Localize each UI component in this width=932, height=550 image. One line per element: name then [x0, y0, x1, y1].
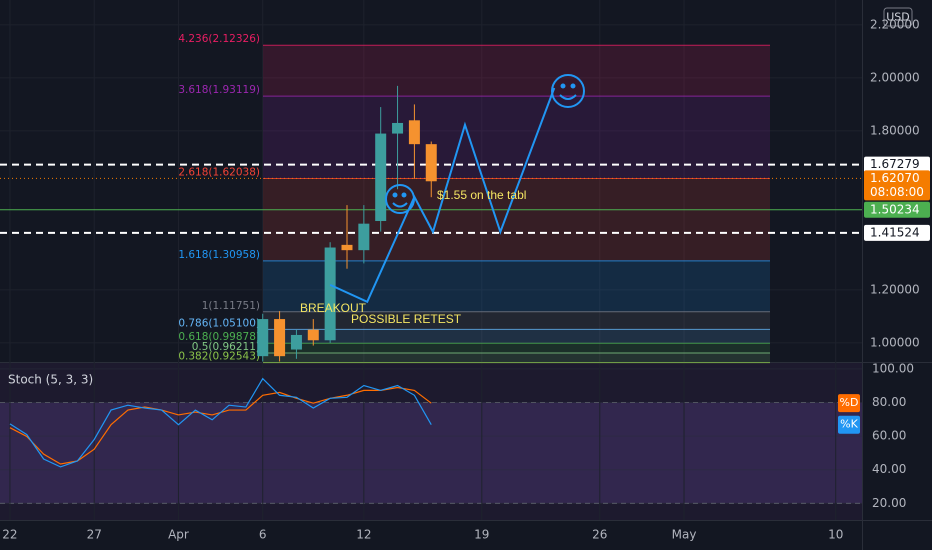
- price-tag: [864, 156, 930, 173]
- fib-band: [263, 260, 770, 312]
- y-tick-label: 80.00: [872, 395, 906, 409]
- legend-tag: [838, 394, 860, 413]
- fib-label: 0.786(1.05100): [178, 317, 260, 329]
- price-tag-label: 1.41524: [870, 225, 920, 239]
- candle-body: [274, 319, 286, 357]
- price-tag-label: 1.62070: [870, 171, 920, 185]
- candle-body: [358, 223, 370, 251]
- fib-band: [263, 96, 770, 179]
- candle-body: [375, 133, 387, 222]
- fib-label: 1(1.11751): [202, 300, 260, 312]
- y-tick-label: 40.00: [872, 462, 906, 476]
- x-tick-label: Apr: [168, 528, 189, 542]
- y-tick-label: 20.00: [872, 496, 906, 510]
- annotation: $1.55 on the tabl: [437, 188, 526, 202]
- fib-label: 0.618(0.99878): [178, 331, 260, 343]
- fib-label: 0.5(0.96211): [192, 341, 260, 353]
- indicator-title: Stoch (5, 3, 3): [8, 373, 93, 387]
- candle-body: [307, 329, 319, 341]
- candle-body: [324, 247, 336, 341]
- fib-label: 2.618(1.62038): [178, 167, 260, 179]
- stoch-background: [0, 363, 862, 520]
- fib-label: 3.618(1.93119): [178, 84, 260, 96]
- legend-label: %K: [840, 418, 858, 431]
- y-tick-label: 60.00: [872, 429, 906, 443]
- price-tag-label: 1.50234: [870, 202, 920, 216]
- main-layer: 4.236(2.12326) 3.618(1.93119) 2.618(1.6203…: [0, 0, 862, 520]
- x-tick-label: 22: [2, 528, 17, 542]
- x-tick-label: 19: [474, 528, 489, 542]
- projection-line: [329, 87, 556, 304]
- candle-body: [392, 122, 404, 134]
- overlay-layer: BREAKOUT POSSIBLE RETEST $1.55 on the ta…: [8, 7, 913, 387]
- level-band: [0, 402, 862, 504]
- annotation: POSSIBLE RETEST: [351, 312, 462, 326]
- currency[interactable]: USD: [886, 11, 910, 24]
- price-tag: [864, 201, 930, 218]
- y-tick-label: 1.00000: [870, 335, 920, 349]
- y-tick-label: 1.80000: [870, 123, 920, 137]
- x-tick-label: 10: [828, 528, 843, 542]
- y-tick-label: 2.20000: [870, 17, 920, 31]
- candle-body: [408, 120, 420, 145]
- y-tick-label: 1.20000: [870, 282, 920, 296]
- fib-band: [263, 45, 770, 97]
- smiley: [385, 184, 415, 214]
- fib-label: 0.382(0.92543): [178, 351, 260, 363]
- price-tag: [864, 170, 930, 201]
- x-tick-label: 26: [592, 528, 607, 542]
- price-tag-label: 1.67279: [870, 157, 920, 171]
- x-tick-label: 27: [87, 528, 102, 542]
- fib-band: [263, 329, 770, 344]
- candle-body: [257, 319, 269, 357]
- smiley: [551, 74, 585, 108]
- x-tick-label: 6: [259, 528, 267, 542]
- x-tick-label: May: [672, 528, 697, 542]
- fib-band: [263, 343, 770, 353]
- candle-body: [425, 144, 437, 182]
- legend-label: %D: [840, 396, 859, 409]
- candle-body: [341, 244, 353, 251]
- axis-layer: 20.00 40.00 60.00 80.00 100.00 22 27 Apr 6 12 19 26…: [2, 17, 930, 542]
- fib-label: 4.236(2.12326): [178, 33, 260, 45]
- legend-tag: [838, 415, 860, 434]
- fib-band: [263, 352, 770, 363]
- fib-label: 1.618(1.30958): [178, 249, 260, 261]
- price-tag: [864, 224, 930, 241]
- y-tick-label: 100.00: [872, 361, 914, 375]
- fib-band: [263, 311, 770, 330]
- y-tick-label: 2.00000: [870, 70, 920, 84]
- stoch-line: [9, 377, 432, 468]
- x-tick-label: 12: [356, 528, 371, 542]
- annotation: BREAKOUT: [300, 301, 367, 315]
- candle-body: [290, 334, 302, 350]
- price-tag-countdown: 08:08:00: [870, 185, 924, 199]
- currency-box[interactable]: [883, 7, 913, 27]
